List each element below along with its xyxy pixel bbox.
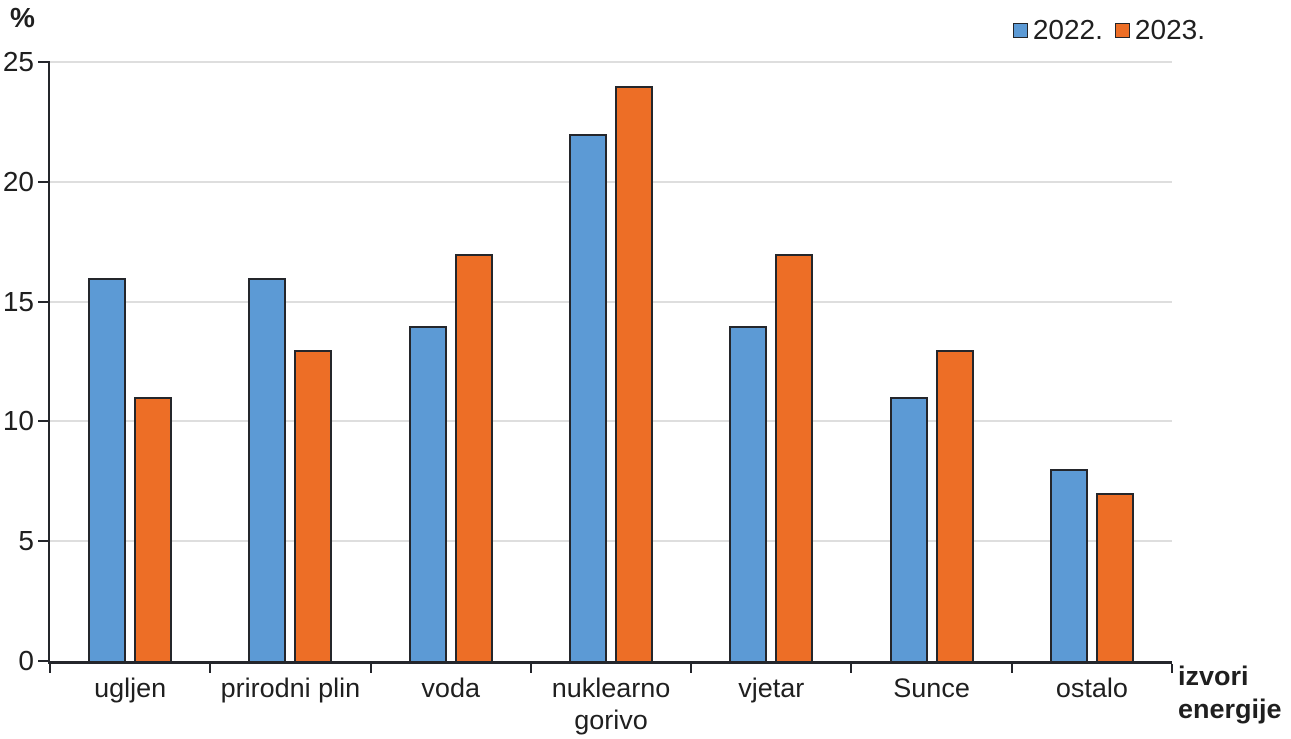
y-tick-label-0: 0 (18, 645, 34, 676)
legend-label: 2023. (1134, 14, 1205, 45)
legend-label: 2022. (1032, 14, 1103, 45)
legend: 2022. 2023. (1012, 14, 1205, 46)
legend-item-2022: 2022. (1012, 14, 1103, 46)
y-axis-tick-5 (38, 540, 50, 543)
bar-2022-prirodni-plin (248, 277, 287, 661)
x-axis-title: izvori energije (1178, 660, 1282, 726)
bar-2022-voda (408, 325, 447, 661)
plot-area: 0 5 10 15 20 25 ugljen prirodni plin voda nuklear… (3, 48, 1173, 735)
bar-group-Sunce (851, 62, 1011, 661)
y-tick-label-25: 25 (2, 46, 34, 77)
x-axis-tick-3 (529, 664, 532, 673)
legend-swatch-icon (1012, 22, 1028, 38)
x-axis-title-line-1: izvori (1178, 661, 1249, 691)
bar-2023-prirodni-plin (294, 349, 333, 661)
category-label-prirodni-plin: prirodni plin (220, 673, 361, 703)
x-axis-tick-6 (1010, 664, 1013, 673)
bar-group-vjetar (691, 62, 851, 661)
x-axis-tick-1 (209, 664, 212, 673)
bar-group-prirodni-plin (210, 62, 370, 661)
bar-2023-ugljen (134, 397, 173, 661)
bar-group-ostalo (1012, 62, 1172, 661)
bar-2022-vjetar (729, 325, 768, 661)
x-axis-tick-4 (690, 664, 693, 673)
y-axis-tick-15 (38, 300, 50, 303)
gridline-10 (50, 420, 1172, 423)
gridline-5 (50, 540, 1172, 543)
y-axis-tick-20 (38, 180, 50, 183)
bar-group-voda (371, 62, 531, 661)
bar-2022-nuklearno-gorivo (568, 133, 607, 661)
y-tick-label-5: 5 (18, 525, 34, 557)
y-axis-tick-0 (38, 660, 50, 662)
category-label-nuklearno-gorivo: nuklearno gorivo (551, 673, 671, 735)
y-axis-tick-25 (38, 61, 50, 63)
y-tick-label-10: 10 (2, 405, 34, 437)
bar-2023-voda (454, 253, 493, 661)
bar-group-nuklearno-gorivo (531, 62, 691, 661)
y-axis-tick-10 (38, 420, 50, 423)
y-axis-unit-label: % (10, 2, 35, 33)
category-label-voda: voda (421, 673, 480, 703)
gridline-20 (50, 180, 1172, 183)
legend-swatch-icon (1114, 22, 1130, 38)
gridline-25 (50, 61, 1172, 63)
bar-2022-ostalo (1049, 469, 1088, 661)
category-label-Sunce: Sunce (893, 673, 970, 703)
y-tick-label-20: 20 (2, 165, 34, 197)
legend-item-2023: 2023. (1114, 14, 1205, 46)
y-tick-label-15: 15 (2, 285, 34, 317)
category-label-ostalo: ostalo (1055, 673, 1128, 703)
gridline-15 (50, 300, 1172, 303)
x-axis-tick-0 (49, 664, 51, 673)
bar-2022-Sunce (889, 397, 928, 661)
bar-2023-Sunce (935, 349, 974, 661)
x-axis-tick-7 (1171, 664, 1173, 673)
x-axis-tick-2 (369, 664, 372, 673)
category-label-vjetar: vjetar (738, 673, 805, 703)
bar-2023-nuklearno-gorivo (614, 85, 653, 661)
bar-group-ugljen (50, 62, 210, 661)
bar-2023-ostalo (1095, 493, 1134, 661)
category-label-ugljen: ugljen (94, 673, 167, 703)
bar-2023-vjetar (775, 253, 814, 661)
bar-2022-ugljen (88, 277, 127, 661)
x-axis-title-line-2: energije (1178, 693, 1282, 724)
x-axis-tick-5 (850, 664, 853, 673)
